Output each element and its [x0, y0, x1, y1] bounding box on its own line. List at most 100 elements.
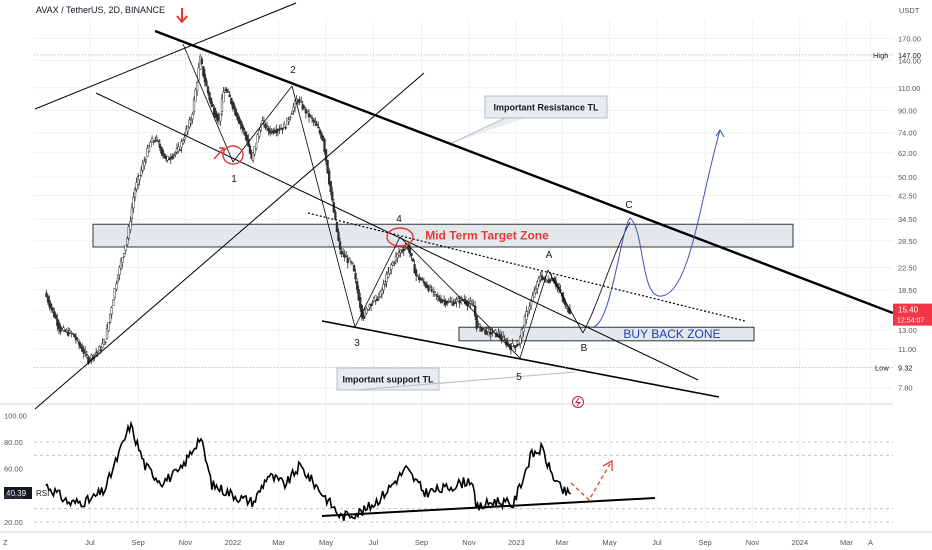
candle-body [296, 100, 300, 103]
rsi-value-tag-bg [4, 487, 32, 499]
candle-body [231, 101, 235, 110]
candle-body [186, 126, 189, 132]
candle-body [253, 146, 256, 155]
candle-body [228, 94, 231, 98]
wave-label-B: B [581, 343, 588, 354]
price-axis-bg [893, 0, 932, 550]
candle-body [303, 106, 306, 108]
candle-body [155, 137, 158, 140]
price-series [45, 53, 572, 365]
candle-body [234, 109, 238, 117]
candle-body [239, 120, 242, 126]
candle-body [323, 138, 326, 153]
candle-body [233, 105, 236, 110]
candle-body [526, 311, 530, 314]
candle-body [422, 281, 426, 283]
candle-body [98, 346, 101, 352]
candle-body [376, 298, 379, 302]
candle-body [565, 305, 568, 308]
candle-body [146, 148, 149, 157]
time-tick-label: 2023 [508, 538, 525, 547]
candle-body [511, 342, 514, 347]
candle-body [107, 322, 110, 331]
candle-body [354, 272, 357, 280]
rsi-tick-label: 20.00 [4, 518, 23, 527]
time-tick-label: May [602, 538, 616, 547]
candle-body [503, 339, 506, 341]
support-callout-box [336, 367, 440, 391]
candle-body [413, 264, 416, 274]
candle-body [141, 163, 144, 171]
time-tick-label: Nov [179, 538, 193, 547]
candle-body [129, 221, 132, 230]
candle-body [136, 176, 140, 185]
candle-body [241, 124, 244, 129]
candle-body [158, 143, 161, 149]
time-tick-label: May [319, 538, 333, 547]
candle-body [446, 300, 449, 304]
flash-bolt-icon [575, 397, 582, 407]
candle-body [180, 141, 183, 148]
candle-body [46, 296, 50, 303]
candle-body [222, 91, 225, 103]
candle-body [452, 302, 455, 306]
candle-body [559, 289, 562, 292]
candle-body [340, 251, 343, 255]
wave-label-5: 5 [516, 372, 522, 383]
candle-body [348, 258, 351, 261]
support-callout-pointer [356, 371, 576, 391]
candle-body [306, 110, 309, 112]
candle-body [307, 113, 311, 118]
price-tick-label: 7.80 [898, 384, 913, 393]
candle-body [287, 119, 290, 122]
time-tick-label: Mar [556, 538, 569, 547]
last-price-tag-bg [893, 303, 932, 326]
wave-label-2: 2 [290, 65, 296, 76]
time-tick-label: Jul [369, 538, 379, 547]
candle-body [329, 181, 332, 193]
candle-body [259, 127, 262, 131]
time-tick-label: 2024 [791, 538, 808, 547]
candle-body [81, 346, 84, 352]
candle-body [355, 280, 359, 290]
candle-body [284, 126, 287, 129]
price-tick-label: 90.00 [898, 107, 917, 116]
trendlines: Important Resistance TL Important support… [34, 2, 894, 410]
candle-body [281, 127, 284, 131]
candle-body [126, 238, 129, 245]
grid [0, 20, 932, 530]
resistance-trendline [154, 29, 894, 315]
candle-body [197, 67, 200, 81]
time-tick-label: A [868, 538, 873, 547]
candle-body [77, 341, 81, 345]
candle-body [133, 189, 137, 198]
wave-labels: 1 2 3 4 5 A B C [231, 65, 632, 383]
wave-leg [547, 269, 584, 334]
wave-label-A: A [546, 250, 553, 261]
candle-body [216, 114, 219, 121]
candle-body [88, 359, 92, 361]
candle-body [394, 255, 398, 261]
rsi-pane: 40.39 RSI [4, 420, 893, 523]
candle-body [312, 119, 315, 122]
candle-body [341, 252, 345, 255]
candle-body [177, 146, 180, 152]
candle-body [99, 349, 102, 351]
candle-body [523, 316, 527, 326]
dotted-trendline [307, 212, 746, 322]
candle-body [140, 169, 143, 176]
candle-body [76, 338, 79, 340]
candle-body [475, 315, 478, 329]
projection-arrow-head [715, 129, 725, 138]
candle-body [332, 202, 335, 213]
candle-body [416, 275, 419, 277]
zones: Mid Term Target Zone BUY BACK ZONE [92, 223, 794, 342]
candle-body [223, 90, 227, 93]
candle-body [408, 247, 412, 254]
candle-body [293, 100, 297, 108]
price-tick-label: 11.00 [898, 345, 916, 354]
candle-body [95, 352, 98, 355]
candle-body [520, 329, 523, 338]
candle-body [185, 128, 188, 136]
